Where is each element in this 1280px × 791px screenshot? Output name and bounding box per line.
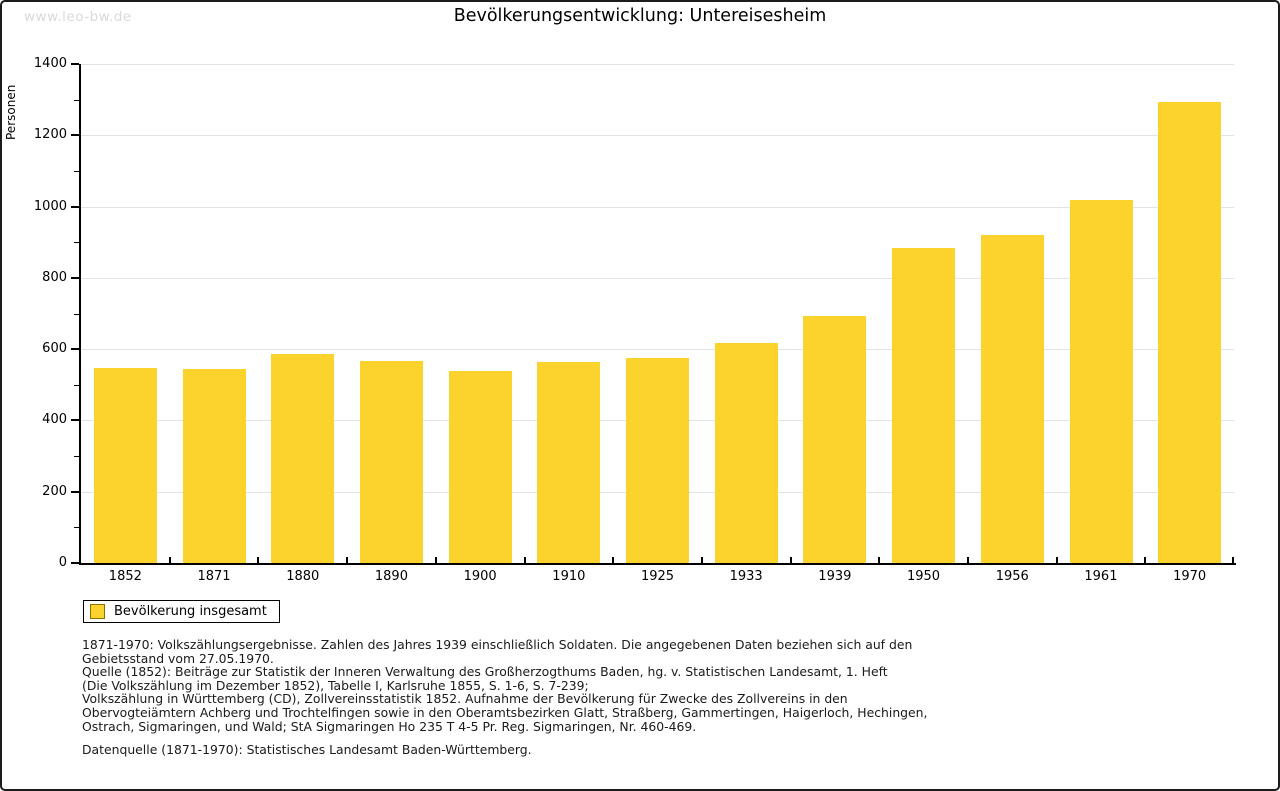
x-axis-labels: 1852 1871 1880 1890 1900 1910 1925 1933 1939 1950… bbox=[81, 569, 1234, 587]
x-tick-5 bbox=[523, 557, 526, 563]
y-axis-line bbox=[79, 64, 81, 565]
y-tick-1300 bbox=[74, 99, 79, 101]
bar-1950 bbox=[892, 247, 956, 563]
y-tick-label-200: 200 bbox=[42, 483, 67, 499]
gridline-800 bbox=[81, 277, 1234, 279]
x-tick-label-1900: 1900 bbox=[463, 569, 497, 584]
bar-1933 bbox=[714, 342, 778, 563]
y-tick-800 bbox=[71, 276, 79, 279]
footnote-line-4: (Die Volkszählung im Dezember 1852), Tab… bbox=[82, 677, 589, 693]
x-tick-label-1910: 1910 bbox=[552, 569, 586, 584]
y-tick-200 bbox=[71, 490, 79, 493]
x-tick-label-1890: 1890 bbox=[374, 569, 408, 584]
footnote-line-6: Obervogteiämtern Achberg und Trochtelfin… bbox=[82, 704, 928, 720]
gridline-1000 bbox=[81, 206, 1234, 208]
footnote-line-5: Volkszählung in Württemberg (CD), Zollve… bbox=[82, 691, 848, 707]
bar-1970 bbox=[1158, 102, 1222, 563]
gridline-600 bbox=[81, 349, 1234, 351]
x-axis-line bbox=[79, 563, 1236, 565]
bar-1910 bbox=[537, 362, 601, 563]
footnote-line-2: Gebietsstand vom 27.05.1970. bbox=[82, 650, 274, 666]
bar-1961 bbox=[1069, 199, 1133, 563]
x-tick-10 bbox=[966, 557, 969, 563]
x-tick-3 bbox=[346, 557, 349, 563]
bar-1852 bbox=[93, 367, 157, 563]
bar-1890 bbox=[359, 361, 423, 563]
x-tick-4 bbox=[434, 557, 437, 563]
x-tick-label-1970: 1970 bbox=[1173, 569, 1207, 584]
watermark-leo-bw: www.leo-bw.de bbox=[24, 9, 132, 25]
x-tick-7 bbox=[700, 557, 703, 563]
x-tick-label-1880: 1880 bbox=[286, 569, 320, 584]
x-tick-12 bbox=[1144, 557, 1147, 563]
gridline-1200 bbox=[81, 135, 1234, 137]
y-tick-label-1000: 1000 bbox=[33, 198, 67, 214]
x-tick-label-1950: 1950 bbox=[906, 569, 941, 584]
x-tick-9 bbox=[878, 557, 881, 563]
y-tick-1200 bbox=[71, 134, 79, 137]
x-tick-6 bbox=[612, 557, 615, 563]
y-tick-600 bbox=[71, 348, 79, 351]
y-tick-label-1200: 1200 bbox=[33, 127, 67, 143]
footnote-line-1: 1871-1970: Volkszählungsergebnisse. Zahl… bbox=[82, 637, 913, 652]
footnote-block: 1871-1970: Volkszählungsergebnisse. Zahl… bbox=[82, 638, 1202, 733]
y-tick-900 bbox=[74, 242, 79, 244]
y-tick-label-800: 800 bbox=[42, 269, 67, 285]
footnote-line-3: Quelle (1852): Beiträge zur Statistik de… bbox=[82, 664, 888, 680]
bar-1956 bbox=[980, 234, 1044, 563]
y-tick-100 bbox=[74, 527, 79, 529]
legend-label: Bevölkerung insgesamt bbox=[114, 604, 267, 619]
bar-1900 bbox=[448, 370, 512, 563]
x-tick-label-1925: 1925 bbox=[640, 569, 675, 584]
datasource-line: Datenquelle (1871-1970): Statistisches L… bbox=[82, 742, 532, 757]
x-tick-end bbox=[1232, 557, 1234, 563]
y-tick-1100 bbox=[74, 170, 79, 172]
y-tick-label-1400: 1400 bbox=[33, 56, 67, 71]
x-tick-8 bbox=[789, 557, 792, 563]
gridline-1400 bbox=[81, 64, 1234, 65]
y-tick-label-0: 0 bbox=[58, 555, 67, 570]
bar-1880 bbox=[271, 353, 335, 563]
y-tick-400 bbox=[71, 419, 79, 422]
y-tick-1400 bbox=[71, 63, 79, 65]
y-tick-label-600: 600 bbox=[42, 341, 67, 357]
legend-swatch-icon bbox=[90, 604, 105, 619]
x-tick-1 bbox=[168, 557, 171, 563]
x-tick-label-1852: 1852 bbox=[108, 569, 142, 584]
x-tick-2 bbox=[257, 557, 260, 563]
y-tick-label-400: 400 bbox=[42, 412, 67, 428]
x-tick-11 bbox=[1055, 557, 1058, 563]
footnote-line-7: Ostrach, Sigmaringen, und Wald; StA Sigm… bbox=[82, 718, 697, 734]
x-tick-label-1956: 1956 bbox=[995, 569, 1029, 584]
legend-box: Bevölkerung insgesamt bbox=[83, 600, 280, 623]
bar-1939 bbox=[803, 316, 867, 563]
y-tick-300 bbox=[74, 456, 79, 458]
bar-1871 bbox=[182, 368, 246, 563]
y-tick-1000 bbox=[71, 205, 79, 208]
y-tick-500 bbox=[74, 384, 79, 386]
plot-area bbox=[81, 64, 1234, 563]
y-tick-700 bbox=[74, 313, 79, 315]
x-tick-label-1933: 1933 bbox=[729, 569, 763, 584]
y-tick-0 bbox=[71, 562, 79, 564]
x-tick-label-1871: 1871 bbox=[197, 569, 231, 584]
x-tick-label-1961: 1961 bbox=[1084, 569, 1118, 584]
x-tick-label-1939: 1939 bbox=[818, 569, 852, 584]
chart-title: Bevölkerungsentwicklung: Untereisesheim bbox=[453, 6, 827, 26]
bar-1925 bbox=[626, 357, 689, 563]
